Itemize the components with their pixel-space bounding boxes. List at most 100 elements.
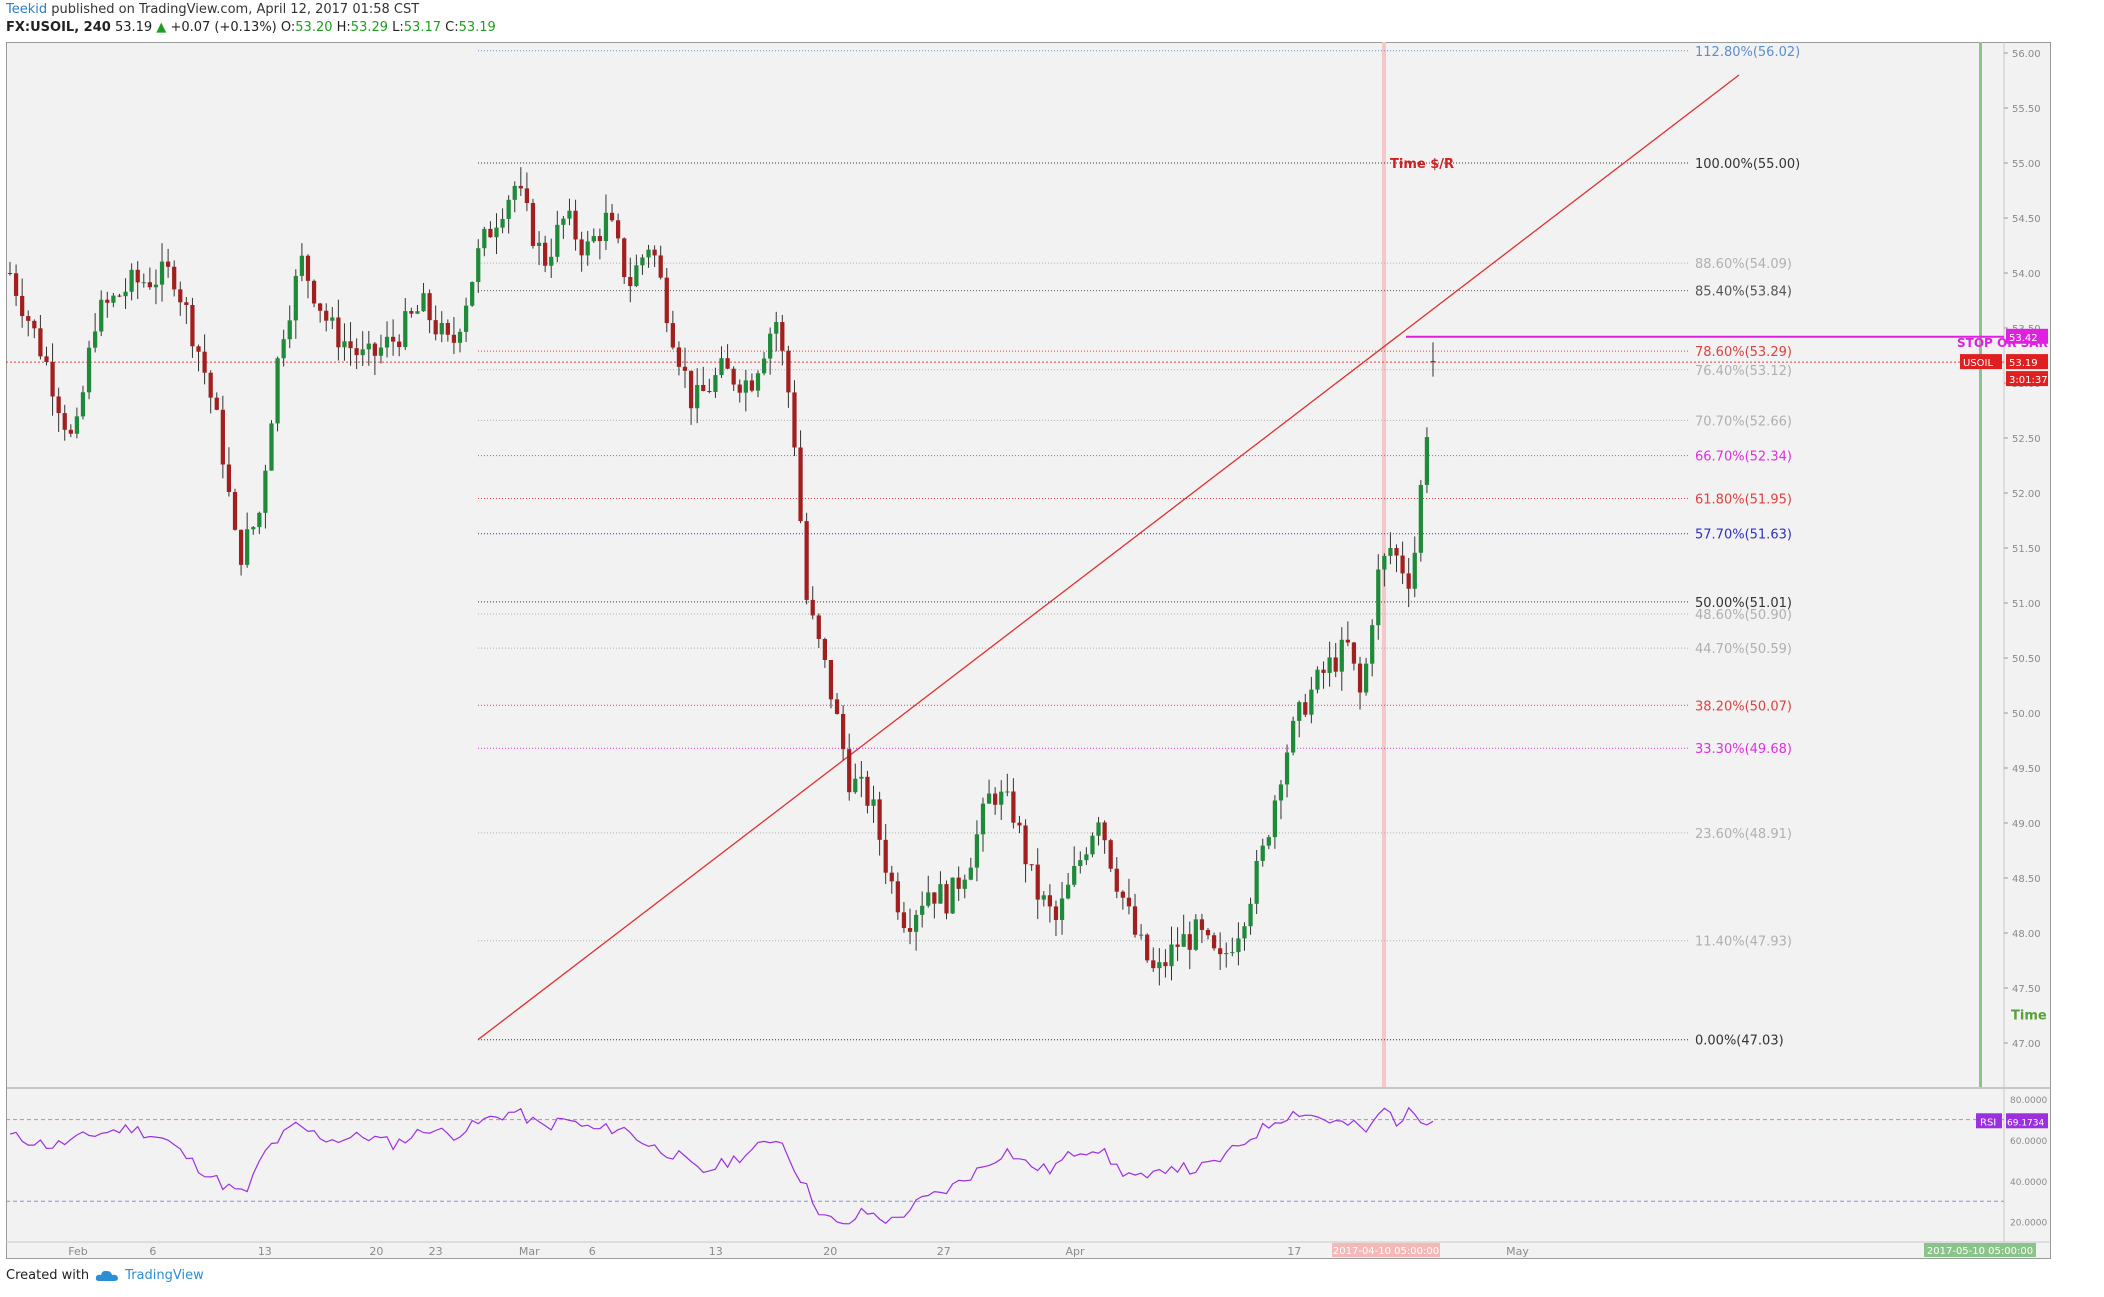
- price-tick-label: 48.50: [2012, 874, 2041, 885]
- price-tick-label: 47.00: [2012, 1039, 2041, 1050]
- price-tick-label: 55.00: [2012, 159, 2041, 170]
- candle-body: [293, 275, 298, 321]
- candle-body: [1169, 944, 1174, 967]
- candle-body: [415, 311, 420, 314]
- price-chart[interactable]: 56.0055.5055.0054.5054.0053.5053.0052.50…: [6, 42, 2050, 1258]
- candle-body: [1424, 437, 1430, 485]
- time-tick-label: 27: [937, 1245, 951, 1258]
- candle-body: [1163, 962, 1168, 967]
- candle-body: [1157, 962, 1162, 969]
- candle-body: [214, 397, 219, 410]
- candle-body: [348, 341, 353, 349]
- candle-body: [117, 295, 122, 297]
- published-text: published on TradingView.com, April 12, …: [51, 2, 420, 17]
- candle-body: [1181, 934, 1186, 947]
- tradingview-link[interactable]: TradingView: [125, 1268, 204, 1283]
- candle-body: [1351, 642, 1357, 664]
- candle-body: [865, 776, 870, 806]
- candle-body: [1114, 868, 1119, 892]
- candle-body: [1363, 663, 1369, 693]
- candle-body: [153, 284, 159, 288]
- candle-body: [907, 928, 913, 932]
- rsi-tick-label: 20.0000: [2010, 1219, 2047, 1229]
- candle-body: [506, 199, 511, 219]
- candle-body: [1412, 552, 1417, 589]
- candle-body: [585, 241, 590, 256]
- candle-body: [390, 336, 396, 342]
- fib-level-label: 112.80%(56.02): [1695, 45, 1800, 60]
- candle-body: [318, 303, 323, 311]
- candle-body: [895, 881, 900, 913]
- candle-body: [640, 257, 645, 266]
- candle-body: [275, 358, 280, 424]
- candle-body: [1005, 791, 1010, 793]
- candle-body: [1266, 837, 1271, 846]
- time-highlight-end: 2017-05-10 05:00:00: [1927, 1246, 2033, 1257]
- candle-body: [1138, 934, 1144, 936]
- candle-body: [433, 320, 438, 335]
- candle-body: [725, 358, 730, 369]
- price-tick-label: 55.50: [2012, 104, 2041, 115]
- candle-body: [841, 713, 846, 750]
- candle-body: [20, 295, 25, 317]
- candle-body: [74, 416, 80, 434]
- candle-body: [1041, 895, 1046, 900]
- candle-body: [567, 210, 572, 219]
- candle-body: [13, 273, 19, 296]
- candle-body: [384, 336, 390, 348]
- candle-body: [172, 266, 177, 290]
- candle-body: [695, 384, 700, 409]
- candle-body: [1199, 919, 1205, 930]
- candle-body: [974, 834, 980, 868]
- candle-body: [1230, 952, 1235, 954]
- time-annotation: Time: [2011, 1008, 2047, 1023]
- candle-body: [403, 311, 408, 348]
- high-label: H:: [336, 20, 351, 35]
- candle-body: [512, 185, 517, 200]
- candle-body: [883, 839, 888, 873]
- candle-body: [1066, 884, 1071, 899]
- candle-body: [938, 884, 943, 904]
- candle-body: [1151, 960, 1156, 969]
- time-highlight-end-bg: [1924, 1243, 2036, 1257]
- candle-body: [1394, 548, 1399, 556]
- candle-body: [980, 803, 986, 835]
- fib-level-label: 70.70%(52.66): [1695, 414, 1792, 429]
- time-tick-label: 20: [823, 1245, 837, 1258]
- fib-level-label: 44.70%(50.59): [1695, 642, 1792, 657]
- candle-body: [397, 341, 402, 348]
- candle-body: [634, 265, 639, 287]
- candle-body: [1260, 845, 1265, 861]
- candle-body: [7, 273, 13, 274]
- stop-price-tag: 53.42: [2009, 333, 2038, 344]
- candle-body: [731, 368, 736, 385]
- candle-body: [1418, 484, 1423, 553]
- candle-body: [530, 203, 536, 246]
- candle-body: [1321, 669, 1326, 673]
- candle-body: [944, 884, 949, 914]
- author-link[interactable]: Teekid: [6, 2, 48, 17]
- low-label: L:: [392, 20, 404, 35]
- candle-body: [555, 224, 560, 257]
- candle-body: [1284, 752, 1290, 785]
- candle-body: [1315, 669, 1320, 690]
- candle-body: [780, 322, 785, 351]
- candle-body: [220, 409, 225, 465]
- candle-body: [470, 282, 475, 306]
- candle-body: [305, 255, 311, 281]
- candle-body: [871, 799, 876, 806]
- fib-level-label: 57.70%(51.63): [1695, 528, 1792, 543]
- candle-body: [421, 293, 426, 312]
- candle-body: [810, 599, 815, 616]
- fib-level-label: 88.60%(54.09): [1695, 257, 1792, 272]
- candle-body: [792, 392, 797, 448]
- candle-body: [950, 877, 955, 914]
- candle-body: [591, 236, 596, 242]
- candle-body: [628, 277, 633, 287]
- price-tick-label: 52.50: [2012, 434, 2041, 445]
- candle-body: [1175, 944, 1180, 947]
- fib-level-label: 38.20%(50.07): [1695, 699, 1792, 714]
- symbol-label[interactable]: FX:USOIL, 240: [6, 20, 111, 35]
- candle-body: [682, 366, 688, 371]
- fib-level-label: 0.00%(47.03): [1695, 1034, 1784, 1049]
